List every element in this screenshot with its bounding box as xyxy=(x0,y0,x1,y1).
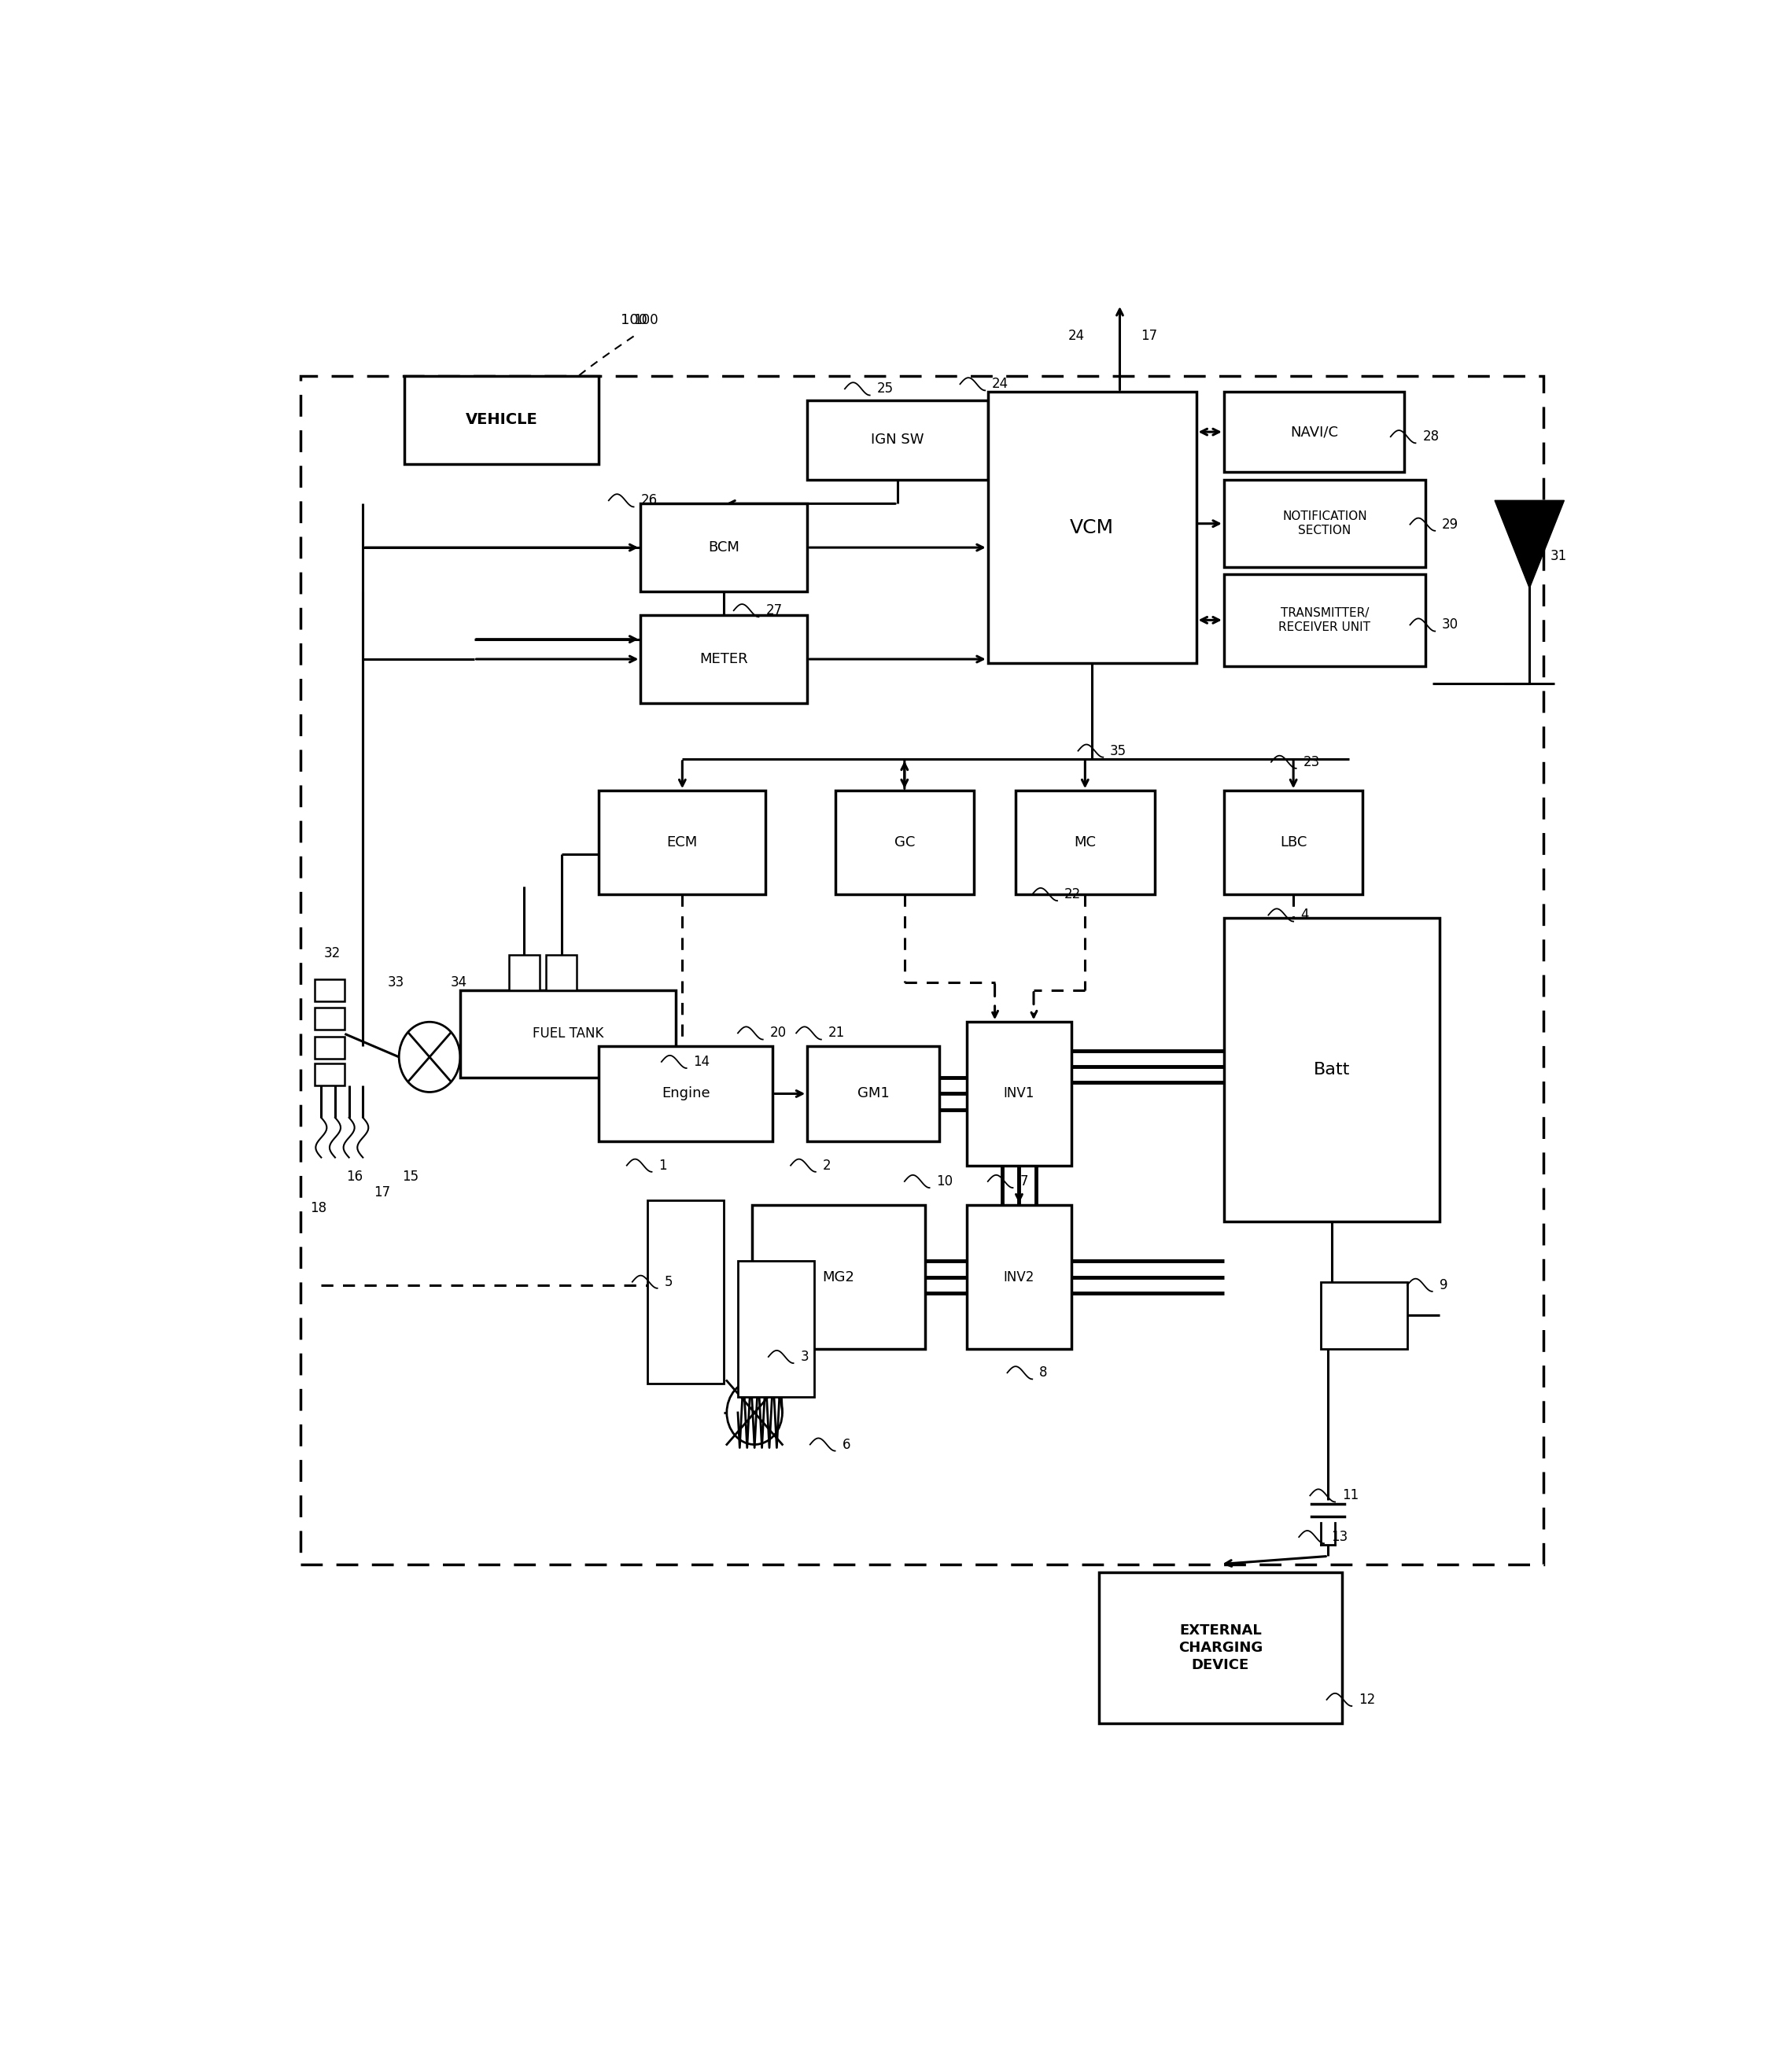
Text: 30: 30 xyxy=(1443,617,1459,632)
Bar xyxy=(405,377,599,464)
Text: 22: 22 xyxy=(1064,886,1081,901)
Text: 5: 5 xyxy=(665,1276,672,1288)
Bar xyxy=(599,791,765,895)
Bar xyxy=(1224,391,1405,472)
Bar xyxy=(642,615,806,702)
Text: FUEL TANK: FUEL TANK xyxy=(532,1027,604,1042)
Text: 7: 7 xyxy=(1020,1174,1029,1189)
Text: 3: 3 xyxy=(801,1350,808,1365)
Text: 15: 15 xyxy=(401,1170,418,1185)
Text: LBC: LBC xyxy=(1279,835,1306,849)
Text: EXTERNAL
CHARGING
DEVICE: EXTERNAL CHARGING DEVICE xyxy=(1179,1624,1263,1673)
Text: MC: MC xyxy=(1073,835,1097,849)
Text: VEHICLE: VEHICLE xyxy=(466,412,538,427)
Bar xyxy=(753,1205,925,1348)
Text: 32: 32 xyxy=(324,946,340,961)
Bar xyxy=(461,990,676,1077)
Text: 13: 13 xyxy=(1331,1530,1348,1545)
Text: 6: 6 xyxy=(842,1437,849,1452)
Text: 34: 34 xyxy=(450,975,468,990)
Text: 24: 24 xyxy=(993,377,1009,391)
Bar xyxy=(1016,791,1154,895)
Bar xyxy=(314,980,344,1000)
Bar xyxy=(968,1021,1072,1166)
Text: 20: 20 xyxy=(771,1025,787,1040)
Bar xyxy=(647,1201,724,1383)
Bar xyxy=(806,400,987,480)
Bar xyxy=(599,1046,772,1141)
Text: 18: 18 xyxy=(310,1201,326,1216)
Bar xyxy=(968,1205,1072,1348)
Text: 28: 28 xyxy=(1423,429,1439,443)
Text: 1: 1 xyxy=(659,1158,667,1172)
Text: GM1: GM1 xyxy=(857,1087,889,1102)
Text: 17: 17 xyxy=(375,1185,391,1199)
Text: 100: 100 xyxy=(634,313,659,327)
Text: 9: 9 xyxy=(1439,1278,1448,1292)
Bar xyxy=(1224,574,1425,667)
Text: 23: 23 xyxy=(1303,756,1321,768)
Text: Batt: Batt xyxy=(1314,1062,1349,1077)
Text: 12: 12 xyxy=(1358,1692,1376,1707)
Text: 11: 11 xyxy=(1342,1489,1358,1504)
Text: 21: 21 xyxy=(828,1025,844,1040)
Text: 26: 26 xyxy=(642,493,658,507)
Text: MG2: MG2 xyxy=(823,1270,855,1284)
Text: 4: 4 xyxy=(1301,907,1308,922)
Text: 10: 10 xyxy=(937,1174,953,1189)
Bar xyxy=(1098,1572,1342,1723)
Text: 35: 35 xyxy=(1109,743,1127,758)
Text: 16: 16 xyxy=(346,1170,362,1185)
Text: 17: 17 xyxy=(1142,329,1158,344)
Bar xyxy=(987,391,1197,663)
Polygon shape xyxy=(1495,501,1564,588)
Text: 33: 33 xyxy=(387,975,405,990)
Text: 25: 25 xyxy=(876,381,894,396)
Text: Engine: Engine xyxy=(661,1087,710,1102)
Text: NOTIFICATION
SECTION: NOTIFICATION SECTION xyxy=(1283,509,1367,536)
Text: ECM: ECM xyxy=(667,835,697,849)
Bar xyxy=(314,1062,344,1085)
Bar xyxy=(806,1046,939,1141)
Bar xyxy=(314,1036,344,1058)
Text: 24: 24 xyxy=(1068,329,1086,344)
Text: 31: 31 xyxy=(1550,549,1566,563)
Bar xyxy=(1224,917,1439,1222)
Bar xyxy=(835,791,975,895)
Bar xyxy=(314,1009,344,1029)
Text: INV1: INV1 xyxy=(1004,1087,1034,1102)
Text: METER: METER xyxy=(699,652,749,667)
Text: 27: 27 xyxy=(765,603,783,617)
Text: TRANSMITTER/
RECEIVER UNIT: TRANSMITTER/ RECEIVER UNIT xyxy=(1279,607,1371,634)
Bar xyxy=(301,377,1543,1564)
Text: 2: 2 xyxy=(823,1158,831,1172)
Text: 14: 14 xyxy=(694,1054,710,1069)
Text: 29: 29 xyxy=(1443,518,1459,532)
Text: INV2: INV2 xyxy=(1004,1270,1034,1284)
Bar xyxy=(738,1261,814,1396)
Text: GC: GC xyxy=(894,835,916,849)
Bar xyxy=(1224,480,1425,567)
Bar xyxy=(509,955,539,990)
Bar xyxy=(1224,791,1364,895)
Text: 8: 8 xyxy=(1039,1365,1048,1379)
Bar xyxy=(547,955,577,990)
Text: IGN SW: IGN SW xyxy=(871,433,925,447)
Text: 31: 31 xyxy=(1527,512,1543,526)
Text: BCM: BCM xyxy=(708,541,740,555)
Bar xyxy=(1321,1282,1407,1348)
Text: 100: 100 xyxy=(620,313,647,327)
Text: VCM: VCM xyxy=(1070,518,1115,536)
Text: NAVI/C: NAVI/C xyxy=(1290,425,1339,439)
Bar xyxy=(642,503,806,592)
